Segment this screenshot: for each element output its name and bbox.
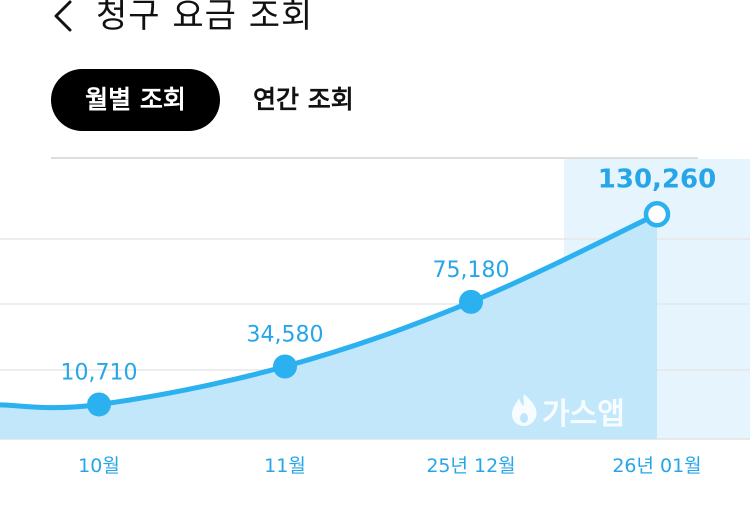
data-point[interactable]	[643, 201, 671, 228]
x-tick-label: 10월	[78, 455, 120, 477]
header-bar: 청구 요금 조회	[0, 0, 750, 50]
data-point[interactable]	[459, 289, 483, 314]
tab-yearly[interactable]: 연간 조회	[253, 85, 354, 114]
data-label: 75,180	[433, 258, 510, 283]
billing-chart: 가스앱 10,710 34,580 75,180 130,260 10월 11월 25년 …	[0, 159, 750, 521]
flame-icon	[512, 394, 537, 426]
data-label: 130,260	[598, 164, 716, 194]
x-tick-label: 25년 12월	[426, 455, 515, 477]
series-line	[0, 211, 660, 411]
divider	[51, 157, 698, 159]
chevron-left-icon[interactable]	[48, 0, 88, 38]
data-label: 10,710	[61, 360, 138, 385]
data-label: 34,580	[247, 322, 324, 347]
chart-svg: 가스앱 10,710 34,580 75,180 130,260 10월 11월 25년 …	[0, 159, 750, 477]
watermark-text: 가스앱	[542, 397, 625, 432]
x-tick-label: 26년 01월	[612, 455, 701, 477]
area-fill	[0, 214, 657, 439]
x-tick-label: 11월	[264, 455, 306, 477]
data-point[interactable]	[87, 392, 111, 417]
tab-monthly[interactable]: 월별 조회	[51, 69, 220, 131]
watermark: 가스앱	[512, 394, 625, 432]
page-title: 청구 요금 조회	[96, 0, 314, 36]
data-point[interactable]	[273, 354, 297, 379]
